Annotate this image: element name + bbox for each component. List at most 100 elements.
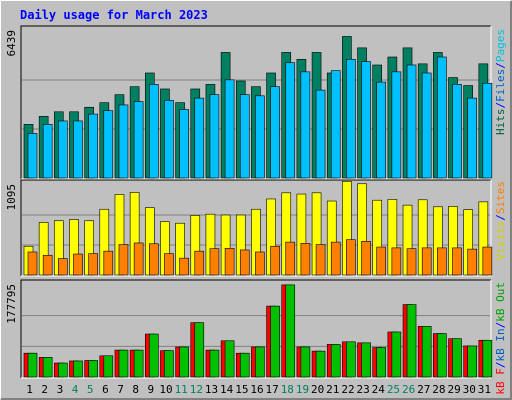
day-label-16: 16 [250,383,263,396]
bar-sites-day-10 [164,253,174,276]
bar-kb-out-day-3 [58,362,68,378]
day-label-14: 14 [220,383,234,396]
bar-sites-day-7 [118,244,129,276]
bar-sites-day-4 [73,253,83,276]
bar-kb-out-day-10 [164,350,174,378]
legend-entry: / [494,362,507,369]
bar-files-day-28 [437,56,447,179]
bar-kb-out-day-31 [482,339,493,378]
bar-files-day-10 [164,100,174,179]
bar-sites-day-13 [209,248,220,276]
max-value-label: 177795 [5,284,18,324]
bar-files-day-21 [330,70,341,179]
bar-kb-out-day-18 [285,284,296,378]
day-label-13: 13 [205,383,218,396]
bar-files-day-6 [103,110,114,179]
bar-files-day-9 [148,84,159,179]
day-label-24: 24 [372,383,386,396]
day-label-20: 20 [311,383,324,396]
bar-files-day-31 [482,82,493,179]
bar-sites-day-25 [391,247,402,276]
day-label-29: 29 [447,383,460,396]
legend-entry: Sites [494,181,507,214]
bar-kb-out-day-13 [209,349,220,378]
legend-entry: Hits [494,109,507,136]
day-label-28: 28 [432,383,445,396]
bar-sites-day-21 [330,241,341,276]
day-label-7: 7 [117,383,124,396]
bar-kb-out-day-24 [376,347,387,378]
bar-files-day-1 [27,133,38,179]
bar-files-day-27 [421,72,432,179]
legend-entry: kB In [494,328,507,361]
legend-middle: Visits/Sites [494,181,507,261]
legend-entry: / [494,62,507,69]
bar-files-day-8 [133,101,144,179]
bar-files-day-14 [224,79,235,179]
bar-files-day-24 [376,81,387,179]
bar-sites-day-6 [103,250,114,276]
day-label-8: 8 [132,383,139,396]
day-label-1: 1 [26,383,33,396]
panel-hits-files-pages: 6439 [5,25,493,180]
day-label-21: 21 [326,383,339,396]
bar-sites-day-28 [437,247,447,276]
bar-sites-day-5 [88,253,98,276]
bar-files-day-15 [239,94,250,179]
bar-files-day-13 [209,94,220,179]
legend-entry: Files [494,69,507,102]
panel-border-dark [20,25,491,179]
bar-files-day-7 [118,104,129,179]
bar-sites-day-2 [42,254,53,276]
bar-files-day-29 [452,84,462,179]
bar-files-day-19 [300,71,311,179]
day-label-12: 12 [190,383,203,396]
day-label-22: 22 [341,383,354,396]
day-label-27: 27 [417,383,430,396]
bar-kb-out-day-1 [27,352,38,378]
bar-sites-day-16 [255,251,265,276]
bar-kb-out-day-26 [406,304,417,378]
bar-sites-day-9 [148,243,159,276]
day-label-10: 10 [159,383,172,396]
day-label-2: 2 [41,383,48,396]
legend-top: Hits/Files/Pages [494,29,507,135]
chart-title: Daily usage for March 2023 [20,8,208,22]
day-label-26: 26 [402,383,415,396]
day-label-31: 31 [478,383,491,396]
bar-files-day-20 [315,89,326,179]
panel-border-dark [20,179,491,276]
bar-kb-out-day-23 [361,342,371,378]
bar-sites-day-3 [58,258,68,276]
bar-kb-out-day-11 [179,346,189,378]
day-label-6: 6 [102,383,109,396]
bar-kb-out-day-7 [118,349,129,378]
bar-sites-day-12 [194,250,205,276]
bar-sites-day-18 [285,241,296,276]
bar-sites-day-20 [315,244,326,276]
panel-border-light [21,26,492,180]
bar-files-day-12 [194,97,205,179]
bar-sites-day-27 [421,247,432,276]
panel-border-dark [20,279,491,378]
bar-kb-out-day-4 [73,360,83,378]
bar-kb-out-day-16 [255,346,265,378]
bar-kb-out-day-27 [421,325,432,378]
bar-sites-day-29 [452,247,462,276]
bar-files-day-5 [88,113,98,179]
bar-kb-out-day-15 [239,352,250,378]
day-label-18: 18 [281,383,294,396]
bar-kb-out-day-29 [452,338,462,378]
legend-entry: / [494,102,507,109]
bar-kb-out-day-6 [103,355,114,378]
bar-sites-day-23 [361,241,371,276]
legend-entry: kB F [494,368,507,395]
day-label-19: 19 [296,383,309,396]
bar-sites-day-30 [467,248,477,276]
bar-sites-day-17 [270,245,280,276]
chart-panels: 6439 1095 177795 [5,25,493,379]
panel-visits-sites: 1095 [5,179,493,277]
bar-kb-out-day-21 [330,344,341,378]
